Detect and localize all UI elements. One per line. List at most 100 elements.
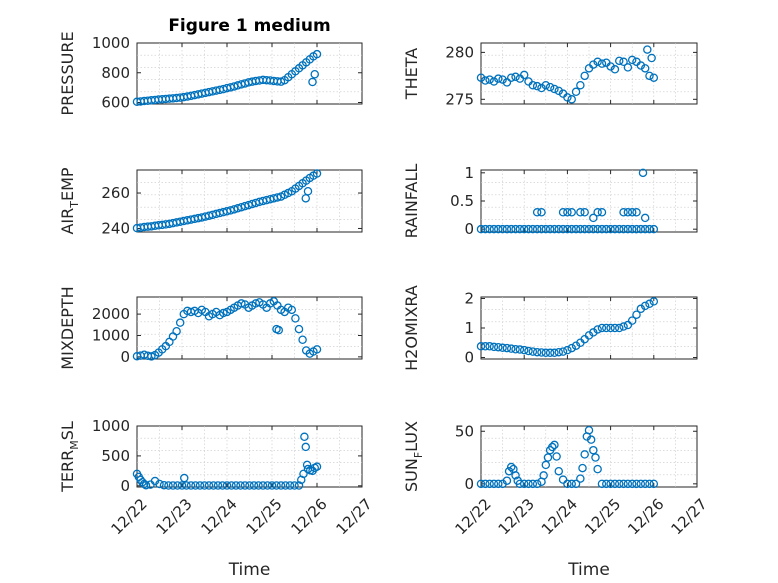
data-point xyxy=(213,481,223,490)
data-point xyxy=(532,479,542,489)
data-point xyxy=(258,481,268,490)
data-point xyxy=(563,93,572,102)
data-point xyxy=(589,60,598,69)
data-point xyxy=(623,63,633,72)
data-point xyxy=(597,208,607,217)
data-point xyxy=(494,479,503,489)
data-point xyxy=(636,479,646,489)
data-point xyxy=(528,347,538,356)
data-point xyxy=(515,224,525,234)
data-point xyxy=(597,323,607,333)
data-point xyxy=(558,475,568,484)
data-point xyxy=(550,440,559,450)
x-tick-label: 12/22 xyxy=(451,495,494,538)
data-point xyxy=(563,224,572,234)
data-point xyxy=(191,481,200,490)
data-point xyxy=(541,224,551,234)
data-point xyxy=(476,479,486,489)
data-point xyxy=(515,479,525,489)
data-point xyxy=(276,481,286,490)
data-point xyxy=(645,71,654,81)
data-point xyxy=(506,344,516,353)
y-axis-label-part: EMP xyxy=(58,167,77,201)
data-point xyxy=(576,80,585,90)
data-point xyxy=(554,86,564,96)
data-point xyxy=(552,452,561,461)
data-point xyxy=(267,481,277,490)
y-tick-label: 2 xyxy=(464,289,474,307)
data-point xyxy=(541,80,551,90)
x-tick-label: 12/22 xyxy=(107,495,150,538)
data-point xyxy=(164,481,173,490)
data-point xyxy=(567,224,576,234)
data-point xyxy=(485,224,494,234)
data-point xyxy=(593,464,602,474)
data-point xyxy=(586,435,596,444)
data-point xyxy=(524,224,533,234)
data-point xyxy=(274,325,283,335)
chart-title: Figure 1 medium xyxy=(168,16,330,36)
y-tick-label: 50 xyxy=(455,422,474,440)
data-point xyxy=(623,320,633,330)
data-point xyxy=(537,224,546,234)
data-point xyxy=(204,481,214,490)
x-tick-label: 12/26 xyxy=(287,495,330,538)
data-point xyxy=(537,348,546,357)
data-point xyxy=(249,481,259,490)
data-point xyxy=(591,453,600,462)
data-point xyxy=(168,481,178,490)
data-point xyxy=(576,208,585,217)
axes-box xyxy=(480,169,698,233)
data-point xyxy=(567,208,576,217)
data-point xyxy=(312,49,322,59)
data-point xyxy=(539,471,548,480)
data-point xyxy=(602,479,611,489)
data-point xyxy=(619,208,628,217)
data-point xyxy=(236,481,245,490)
data-point xyxy=(515,345,525,354)
data-point xyxy=(576,474,585,483)
y-axis-label: TERRMSL xyxy=(58,421,81,493)
data-point xyxy=(308,77,317,87)
data-point xyxy=(614,224,624,234)
data-point xyxy=(310,69,319,79)
data-point xyxy=(287,305,297,315)
data-point xyxy=(554,224,564,234)
data-point xyxy=(502,343,512,353)
data-point xyxy=(571,87,581,97)
data-point xyxy=(186,481,196,490)
data-point xyxy=(623,208,633,217)
x-tick-label: 12/24 xyxy=(197,495,240,538)
data-point xyxy=(632,208,641,217)
y-axis-label-part: AIR xyxy=(58,208,77,235)
subplot-1: 600 800 1000 PRESSURE Figure 1 medium xyxy=(58,16,363,116)
y-tick-label: 0 xyxy=(464,220,474,238)
y-tick-label: 280 xyxy=(445,43,474,61)
data-point xyxy=(627,479,637,489)
data-point xyxy=(548,442,557,452)
data-point xyxy=(227,481,236,490)
data-point xyxy=(195,481,205,490)
data-point xyxy=(606,62,615,71)
data-point xyxy=(614,323,624,333)
data-point xyxy=(589,224,598,234)
data-point xyxy=(231,481,241,490)
y-axis-label: MIXDEPTH xyxy=(58,286,77,369)
x-axis-label: Time xyxy=(567,560,610,580)
data-point xyxy=(200,481,209,490)
axes-box xyxy=(136,425,363,488)
data-point xyxy=(245,481,254,490)
data-point xyxy=(481,224,490,234)
data-point xyxy=(638,168,648,178)
data-point xyxy=(589,445,598,455)
data-point xyxy=(511,224,520,234)
data-point xyxy=(606,479,615,489)
data-point xyxy=(537,83,546,93)
data-point xyxy=(623,479,633,489)
data-point xyxy=(489,77,499,86)
data-point xyxy=(541,348,551,358)
data-point xyxy=(602,224,611,234)
y-axis-label: SUNFLUX xyxy=(402,421,425,492)
data-point xyxy=(543,453,553,462)
data-point xyxy=(290,481,299,490)
